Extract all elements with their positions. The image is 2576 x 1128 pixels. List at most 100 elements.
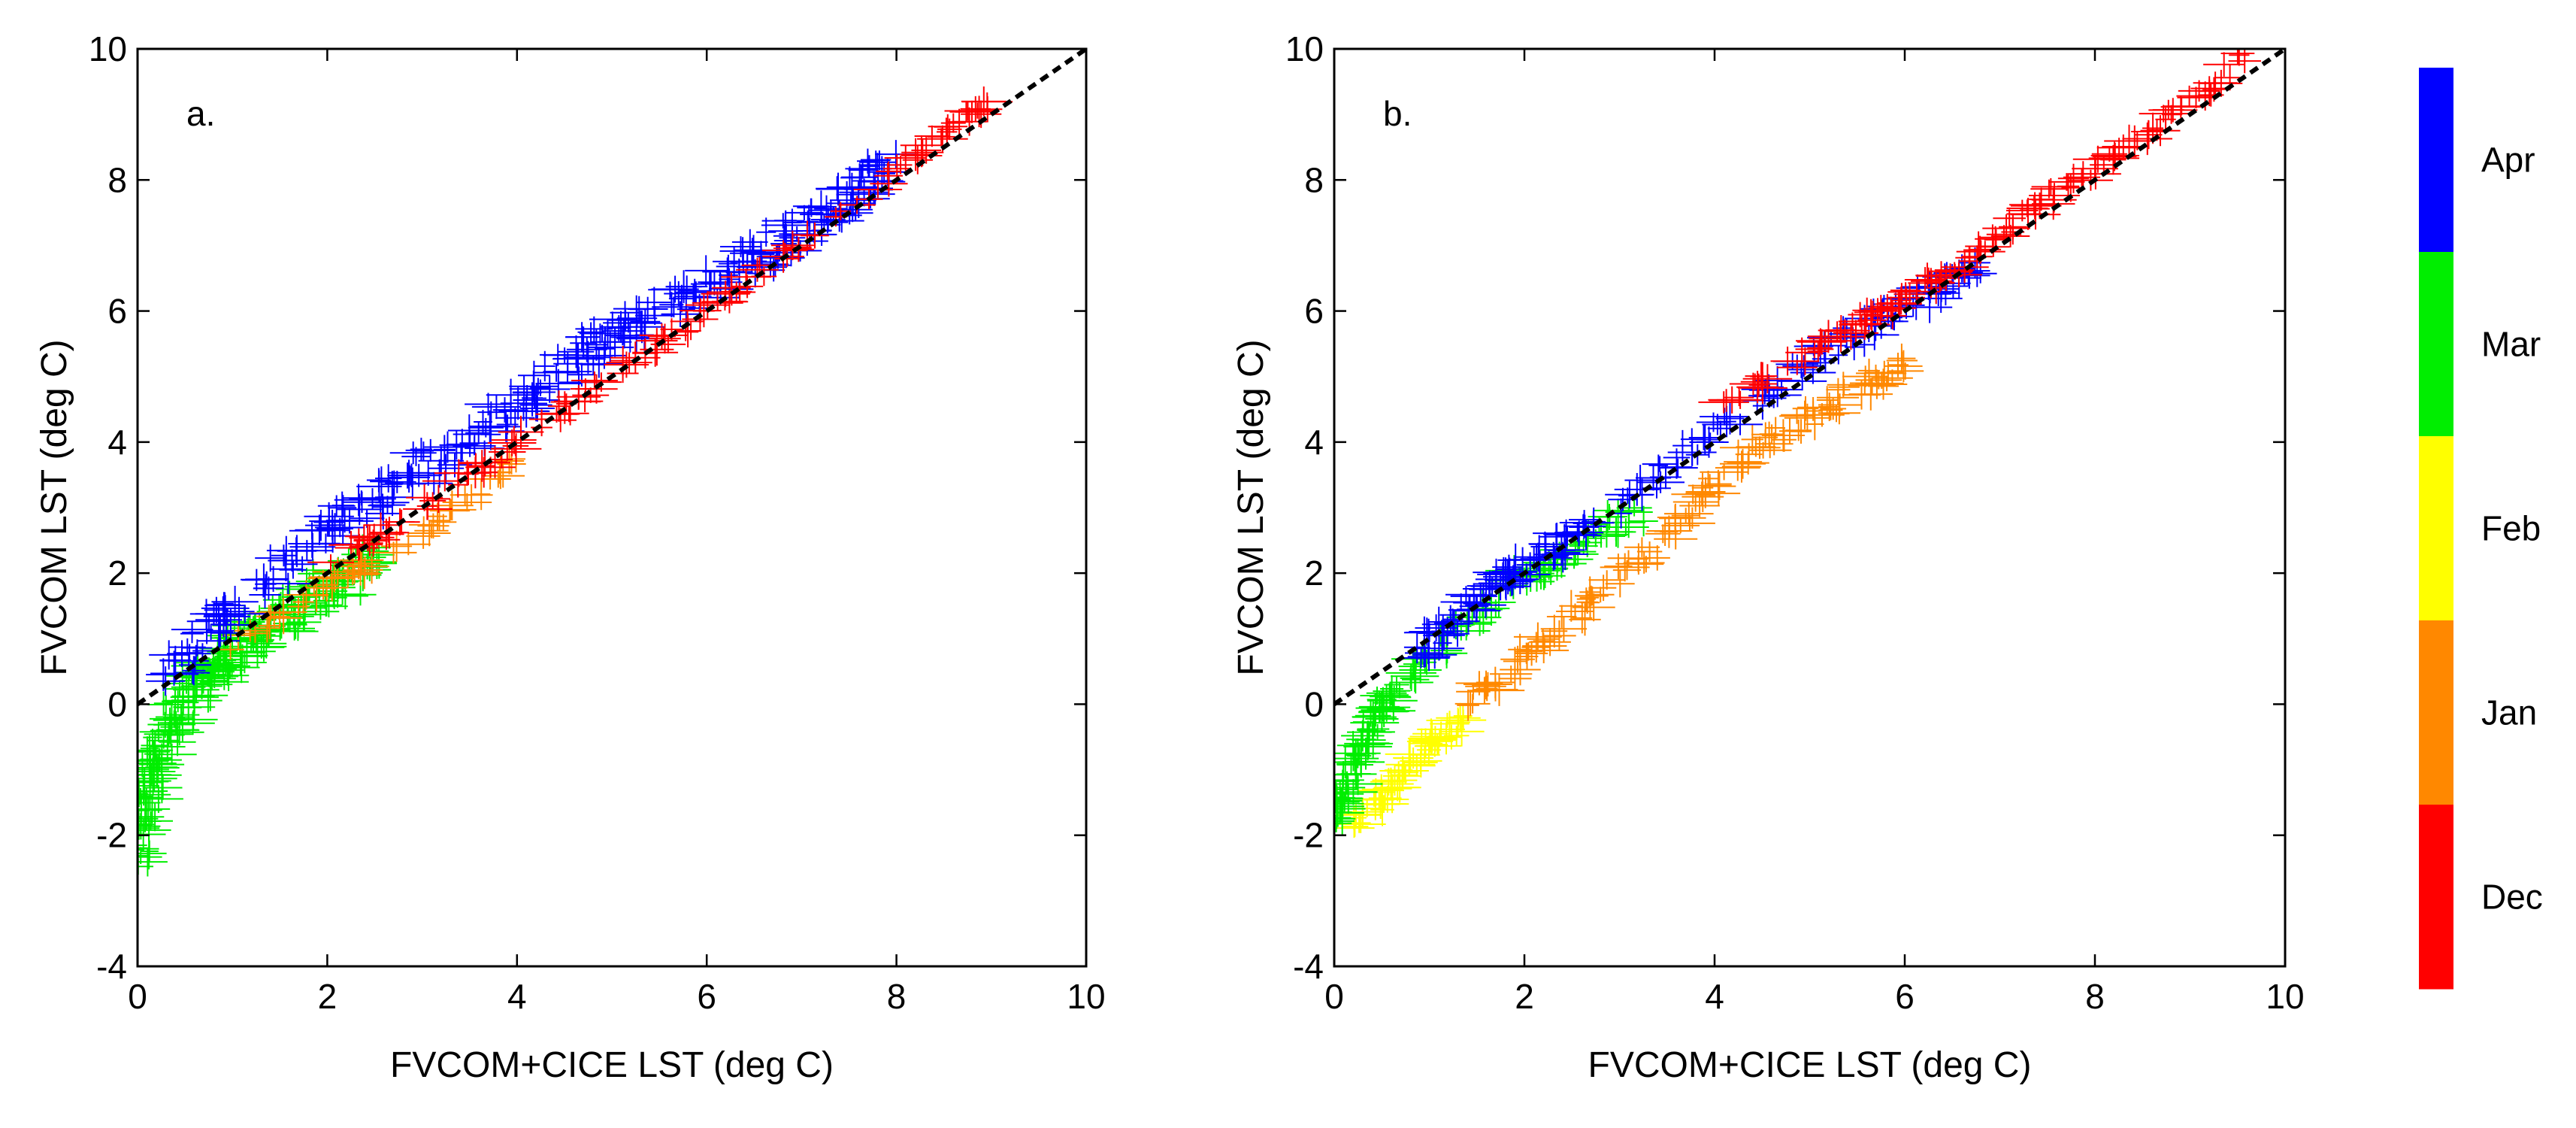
data-point	[1661, 517, 1700, 534]
data-point	[560, 402, 580, 426]
data-point	[1569, 603, 1601, 636]
panel-a-series-mar	[138, 534, 398, 877]
data-point	[1379, 772, 1420, 803]
data-point	[2096, 138, 2142, 158]
data-point	[1570, 520, 1602, 551]
data-point	[272, 549, 312, 572]
data-point	[258, 611, 281, 639]
data-point	[223, 596, 255, 626]
data-point	[1679, 494, 1720, 517]
data-point	[192, 643, 213, 659]
data-point	[2162, 105, 2181, 124]
data-point	[1403, 631, 1430, 664]
data-point	[389, 441, 437, 465]
data-point	[2163, 97, 2201, 116]
colorbar: Apr Mar Feb Jan Dec	[2419, 68, 2543, 990]
data-point	[1696, 412, 1730, 432]
data-point	[374, 488, 412, 506]
data-point	[1961, 245, 1993, 268]
data-point	[458, 462, 479, 486]
data-point	[1688, 425, 1719, 450]
data-point	[1659, 503, 1692, 533]
data-point	[1848, 378, 1896, 394]
panel-a-axes-frame	[136, 47, 1088, 968]
data-point	[153, 691, 174, 715]
data-point	[1483, 562, 1523, 592]
data-point	[960, 96, 991, 122]
data-point	[1612, 507, 1646, 538]
panel-b-series-jan	[1454, 343, 1924, 721]
data-point	[1672, 429, 1693, 462]
data-point	[927, 128, 955, 146]
data-point	[1436, 709, 1481, 727]
data-point	[1421, 615, 1464, 634]
data-point	[1427, 733, 1448, 756]
data-point	[331, 495, 355, 517]
data-point	[1820, 397, 1847, 420]
data-point	[330, 565, 379, 584]
data-point	[460, 431, 480, 457]
data-point	[138, 750, 166, 778]
data-point	[212, 608, 250, 641]
data-point	[1388, 683, 1411, 699]
x-tick-label: 8	[2085, 977, 2105, 1016]
data-point	[1349, 735, 1385, 754]
y-tick-label: 2	[107, 553, 127, 593]
data-point	[1472, 670, 1500, 699]
data-point	[1539, 541, 1568, 571]
data-point	[1473, 675, 1525, 706]
data-point	[1691, 472, 1714, 503]
colorbar-label-dec: Dec	[2481, 878, 2543, 917]
data-point	[1360, 687, 1394, 705]
data-point	[138, 848, 162, 866]
data-point	[353, 525, 386, 556]
y-tick-label: 10	[1285, 29, 1324, 68]
data-point	[1685, 477, 1726, 507]
data-point	[257, 617, 279, 647]
data-point	[685, 255, 728, 287]
y-tick-label: -4	[1293, 947, 1324, 986]
data-point	[480, 419, 501, 450]
data-point	[1629, 505, 1658, 537]
data-point	[1890, 282, 1921, 299]
data-point	[489, 420, 525, 442]
data-point	[288, 529, 337, 558]
data-point	[838, 198, 873, 221]
y-tick-label: 0	[107, 684, 127, 723]
data-point	[162, 704, 200, 726]
data-point	[911, 137, 941, 164]
data-point	[1367, 691, 1397, 708]
data-point	[491, 411, 521, 442]
data-point	[751, 266, 777, 287]
data-point	[731, 229, 768, 255]
data-point	[2199, 69, 2243, 97]
data-point	[229, 620, 271, 642]
data-point	[1716, 390, 1764, 409]
y-tick-label: 4	[1304, 423, 1324, 462]
data-point	[1828, 378, 1860, 396]
data-point	[1776, 359, 1818, 375]
data-point	[489, 443, 526, 461]
data-point	[2135, 120, 2163, 150]
data-point	[1927, 271, 1946, 305]
panel-a-y-axis-label: FVCOM LST (deg C)	[35, 339, 74, 675]
data-point	[1887, 362, 1924, 380]
data-point	[2148, 98, 2198, 123]
y-tick-label: 0	[1304, 684, 1324, 723]
data-point	[146, 666, 186, 696]
data-point	[575, 350, 622, 378]
data-point	[1443, 726, 1470, 745]
data-point	[1334, 817, 1352, 819]
data-point	[328, 491, 357, 524]
data-point	[1415, 736, 1462, 755]
data-point	[1806, 408, 1824, 441]
data-point	[1500, 653, 1541, 686]
data-point	[680, 298, 722, 323]
data-point	[934, 117, 959, 136]
data-point	[1854, 297, 1880, 327]
data-point	[686, 291, 730, 319]
panel-a-series-dec	[307, 86, 1013, 571]
data-point	[171, 621, 213, 638]
data-point	[430, 514, 457, 530]
data-point	[363, 512, 398, 538]
